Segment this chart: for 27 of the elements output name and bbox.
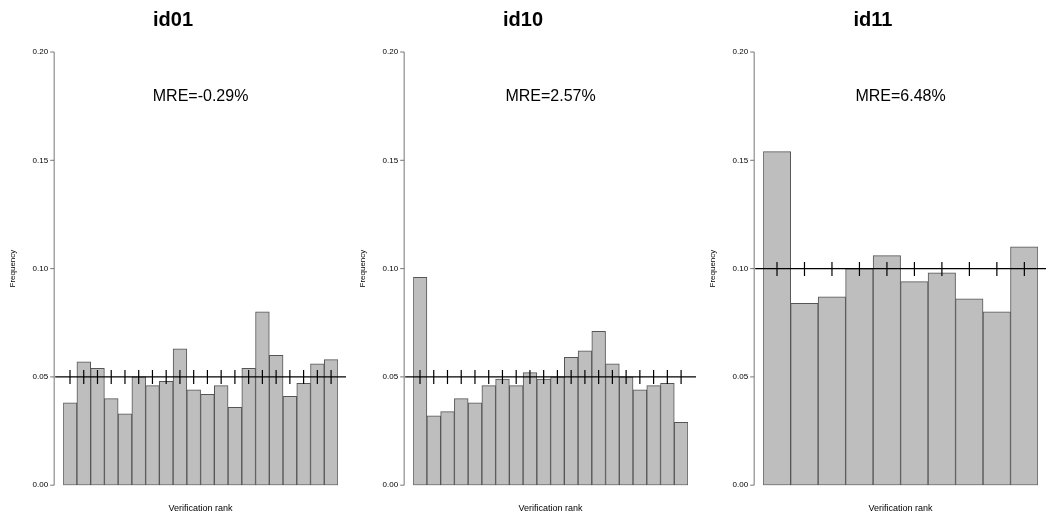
x-axis-title: Verification rank xyxy=(518,503,584,514)
y-tick-label: 0.00 xyxy=(382,480,399,490)
y-tick-label: 0.05 xyxy=(732,372,749,382)
annotation: MRE=6.48% xyxy=(855,87,946,105)
y-tick-label: 0.10 xyxy=(382,263,399,273)
x-axis-title: Verification rank xyxy=(868,503,934,514)
y-tick-label: 0.05 xyxy=(32,372,49,382)
y-tick-label: 0.00 xyxy=(732,480,749,490)
y-tick-label: 0.20 xyxy=(382,47,399,57)
annotation: MRE=2.57% xyxy=(505,87,596,105)
chart-title: id11 xyxy=(853,7,893,30)
y-tick-label: 0.15 xyxy=(32,155,49,165)
y-axis-title: Frequency xyxy=(708,249,717,288)
x-axis-title: Verification rank xyxy=(168,503,234,514)
y-tick-label: 0.05 xyxy=(382,372,399,382)
y-axis-title: Frequency xyxy=(8,249,17,288)
y-axis-title: Frequency xyxy=(358,249,367,288)
y-tick-label: 0.10 xyxy=(32,263,49,273)
y-tick-label: 0.20 xyxy=(732,47,749,57)
y-tick-label: 0.10 xyxy=(732,263,749,273)
y-tick-label: 0.15 xyxy=(382,155,399,165)
y-tick-label: 0.20 xyxy=(32,47,49,57)
chart-title: id01 xyxy=(152,7,194,30)
chart-title: id10 xyxy=(502,7,544,30)
y-tick-label: 0.15 xyxy=(732,155,749,165)
annotation: MRE=-0.29% xyxy=(152,87,249,105)
y-tick-label: 0.00 xyxy=(32,480,49,490)
